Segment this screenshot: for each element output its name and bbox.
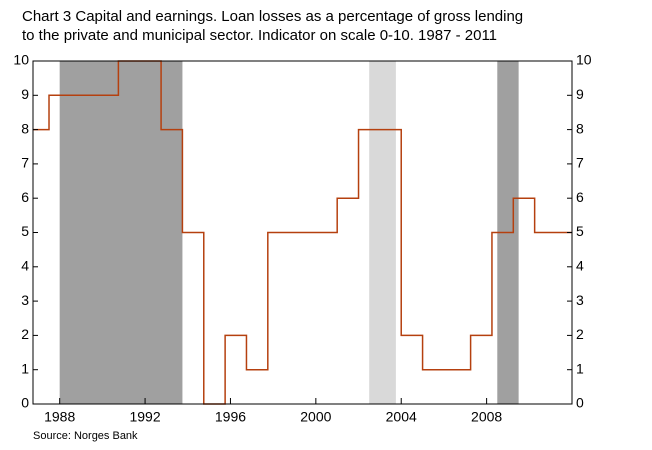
shaded-region xyxy=(59,61,183,404)
shaded-region xyxy=(369,61,396,404)
y2-tick-label: 4 xyxy=(576,258,584,274)
y-tick-label: 7 xyxy=(21,155,29,171)
y2-tick-label: 2 xyxy=(576,326,584,342)
y2-tick-label: 3 xyxy=(576,292,584,308)
y-tick-label: 1 xyxy=(21,360,29,376)
y2-tick-label: 7 xyxy=(576,155,584,171)
y-tick-label: 6 xyxy=(21,189,29,205)
y2-tick-label: 10 xyxy=(576,52,592,68)
y-tick-label: 9 xyxy=(21,86,29,102)
x-tick-label: 1992 xyxy=(129,409,160,425)
y-tick-label: 0 xyxy=(21,395,29,411)
x-tick-label: 1996 xyxy=(215,409,246,425)
x-tick-label: 1988 xyxy=(44,409,75,425)
y-tick-label: 8 xyxy=(21,120,29,136)
chart-title: Chart 3 Capital and earnings. Loan losse… xyxy=(22,8,523,25)
y2-tick-label: 1 xyxy=(576,360,584,376)
y-tick-label: 4 xyxy=(21,258,29,274)
source: Source: Norges Bank xyxy=(33,430,138,442)
y-tick-label: 3 xyxy=(21,292,29,308)
y2-tick-label: 8 xyxy=(576,120,584,136)
y2-tick-label: 5 xyxy=(576,223,584,239)
y2-tick-label: 6 xyxy=(576,189,584,205)
y2-tick-label: 0 xyxy=(576,395,584,411)
y-tick-label: 5 xyxy=(21,223,29,239)
y2-tick-label: 9 xyxy=(576,86,584,102)
x-tick-label: 2004 xyxy=(386,409,417,425)
y-tick-label: 2 xyxy=(21,326,29,342)
chart-title: to the private and municipal sector. Ind… xyxy=(22,27,497,44)
data-line xyxy=(33,60,572,405)
y-tick-label: 10 xyxy=(13,52,29,68)
x-tick-label: 2000 xyxy=(300,409,331,425)
x-tick-label: 2008 xyxy=(471,409,502,425)
